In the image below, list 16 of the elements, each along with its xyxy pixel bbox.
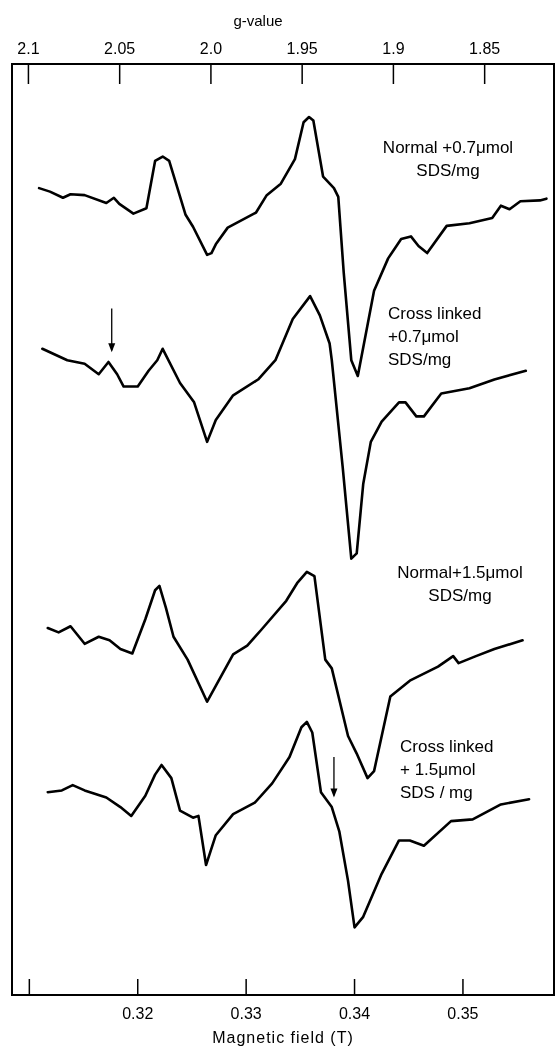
x-tick-label: 0.33 [230,1005,262,1022]
x2-tick-label: 1.95 [286,40,318,57]
series-label: Cross linked +0.7μmol SDS/mg [388,304,482,369]
x-axis-title: Magnetic field (T) [212,1029,354,1046]
series-label: Cross linked + 1.5μmol SDS / mg [400,737,494,802]
x2-tick-label: 2.0 [199,40,223,57]
series-label: Normal +0.7μmol SDS/mg [382,138,514,180]
x2-tick-label: 2.1 [17,40,40,57]
x-tick-label: 0.35 [447,1005,479,1022]
x-tick-label: 0.34 [338,1005,371,1022]
text: Normal+1.5μmol SDS/mg [397,563,523,605]
x2-axis-title: g-value [233,12,283,29]
x-tick-label: 0.32 [122,1005,154,1022]
x2-tick-label: 1.85 [469,40,501,57]
x2-tick-label: 1.9 [382,40,405,57]
x2-tick-label: 2.05 [104,40,136,57]
